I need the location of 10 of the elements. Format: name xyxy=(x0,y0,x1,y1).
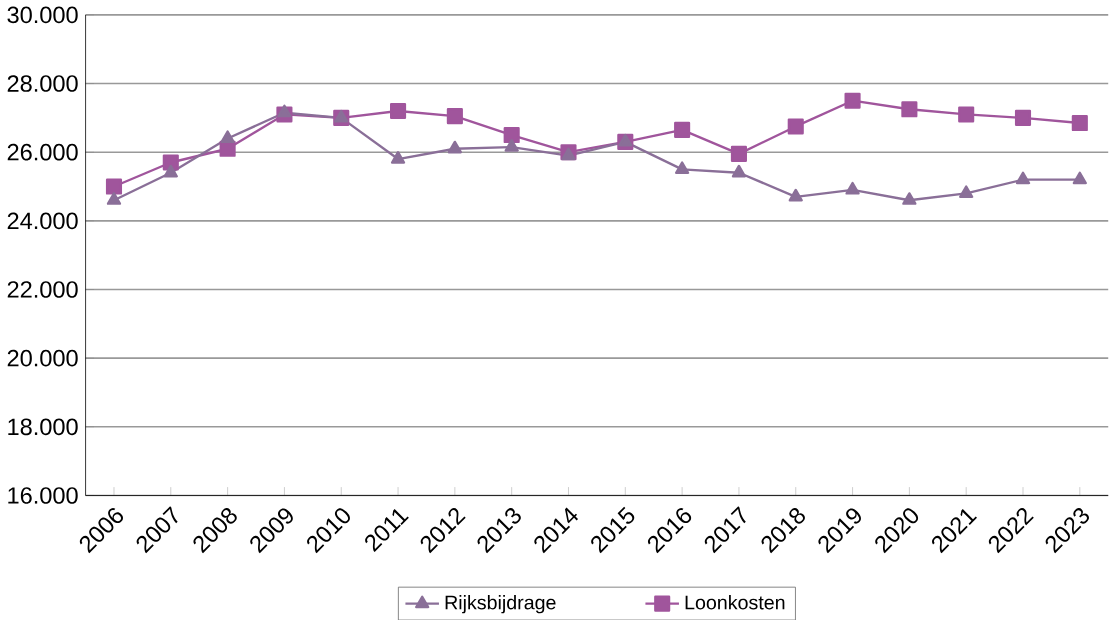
y-tick-label: 16.000 xyxy=(8,486,78,504)
y-tick-label: 28.000 xyxy=(7,74,78,92)
y-tick-label: 24.000 xyxy=(7,212,78,229)
y-tick-label: 22.000 xyxy=(7,280,78,298)
y-tick-label: 30.000 xyxy=(7,6,78,23)
legend-label: Rijksbijdrage xyxy=(445,594,556,614)
legend-label: Loonkosten xyxy=(685,594,785,610)
y-tick-label: 20.000 xyxy=(7,349,78,367)
y-tick-label: 18.000 xyxy=(8,418,78,435)
y-tick-label: 26.000 xyxy=(7,143,78,161)
